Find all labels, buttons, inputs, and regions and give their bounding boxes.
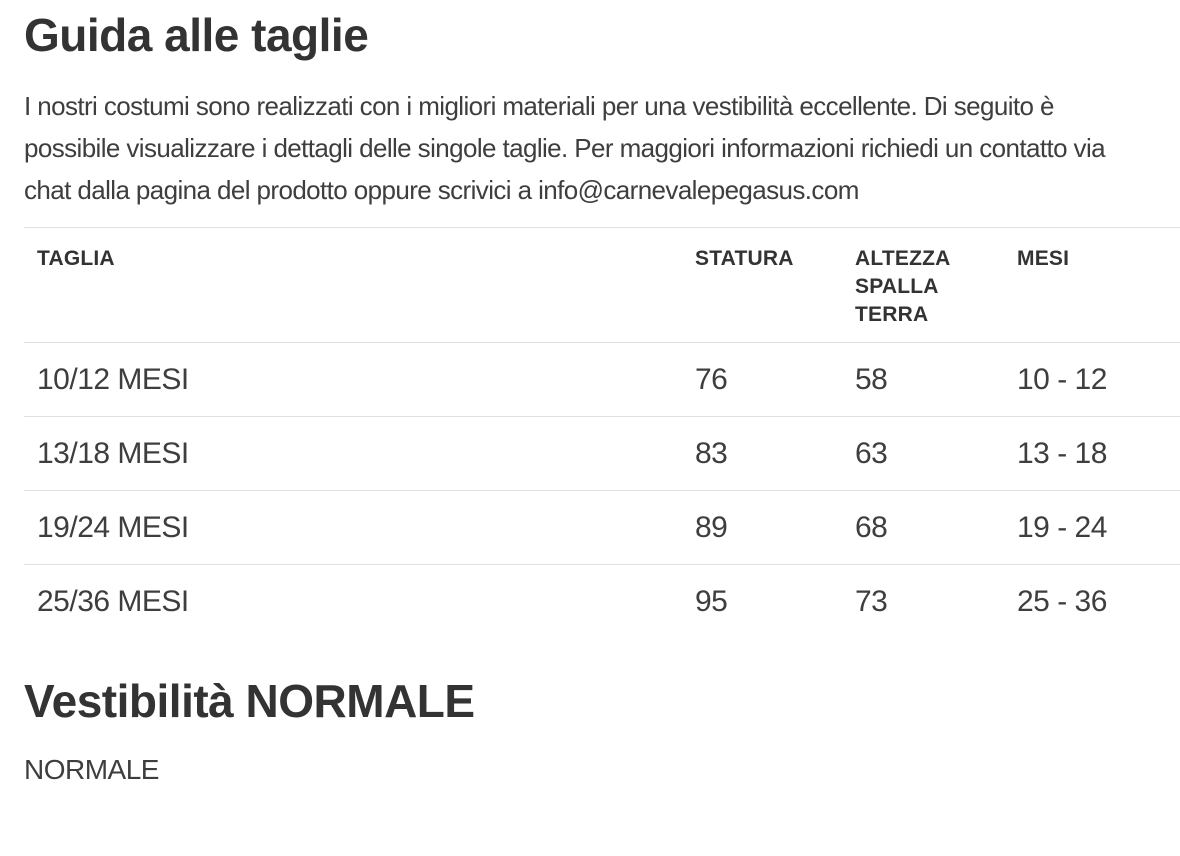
cell-taglia: 25/36 MESI	[24, 564, 682, 638]
cell-taglia: 13/18 MESI	[24, 416, 682, 491]
cell-mesi: 10 - 12	[1004, 342, 1180, 417]
table-row: 25/36 MESI 95 73 25 - 36	[24, 564, 1180, 638]
intro-paragraph: I nostri costumi sono realizzati con i m…	[24, 85, 1134, 211]
cell-taglia: 19/24 MESI	[24, 490, 682, 565]
fit-value: NORMALE	[24, 754, 159, 785]
size-table-body: 10/12 MESI 76 58 10 - 12 13/18 MESI 83 6…	[24, 342, 1180, 638]
cell-altezza: 68	[842, 490, 1004, 565]
cell-mesi: 25 - 36	[1004, 564, 1180, 638]
intro-text: I nostri costumi sono realizzati con i m…	[24, 91, 1106, 205]
col-header-taglia: TAGLIA	[37, 247, 115, 270]
cell-taglia: 10/12 MESI	[24, 342, 682, 417]
col-header-statura: STATURA	[695, 247, 794, 270]
cell-mesi: 19 - 24	[1004, 490, 1180, 565]
cell-altezza: 63	[842, 416, 1004, 491]
size-table: TAGLIA STATURA ALTEZZA SPALLA TERRA MESI…	[24, 227, 1180, 638]
cell-statura: 76	[682, 342, 842, 417]
cell-altezza: 73	[842, 564, 1004, 638]
cell-altezza: 58	[842, 342, 1004, 417]
table-row: 13/18 MESI 83 63 13 - 18	[24, 416, 1180, 491]
size-table-header: TAGLIA STATURA ALTEZZA SPALLA TERRA MESI	[24, 228, 1180, 343]
cell-statura: 95	[682, 564, 842, 638]
page-title: Guida alle taglie	[24, 9, 369, 61]
size-guide-page: Guida alle taglie I nostri costumi sono …	[0, 8, 1180, 787]
cell-mesi: 13 - 18	[1004, 416, 1180, 491]
fit-heading: Vestibilità NORMALE	[24, 675, 475, 727]
col-header-mesi: MESI	[1017, 247, 1070, 270]
table-row: 19/24 MESI 89 68 19 - 24	[24, 490, 1180, 565]
table-row: 10/12 MESI 76 58 10 - 12	[24, 342, 1180, 417]
cell-statura: 89	[682, 490, 842, 565]
col-header-altezza-spalla-terra: ALTEZZA SPALLA TERRA	[855, 247, 950, 326]
header-row: TAGLIA STATURA ALTEZZA SPALLA TERRA MESI	[24, 228, 1180, 343]
cell-statura: 83	[682, 416, 842, 491]
contact-email: info@carnevalepegasus.com	[538, 175, 859, 205]
